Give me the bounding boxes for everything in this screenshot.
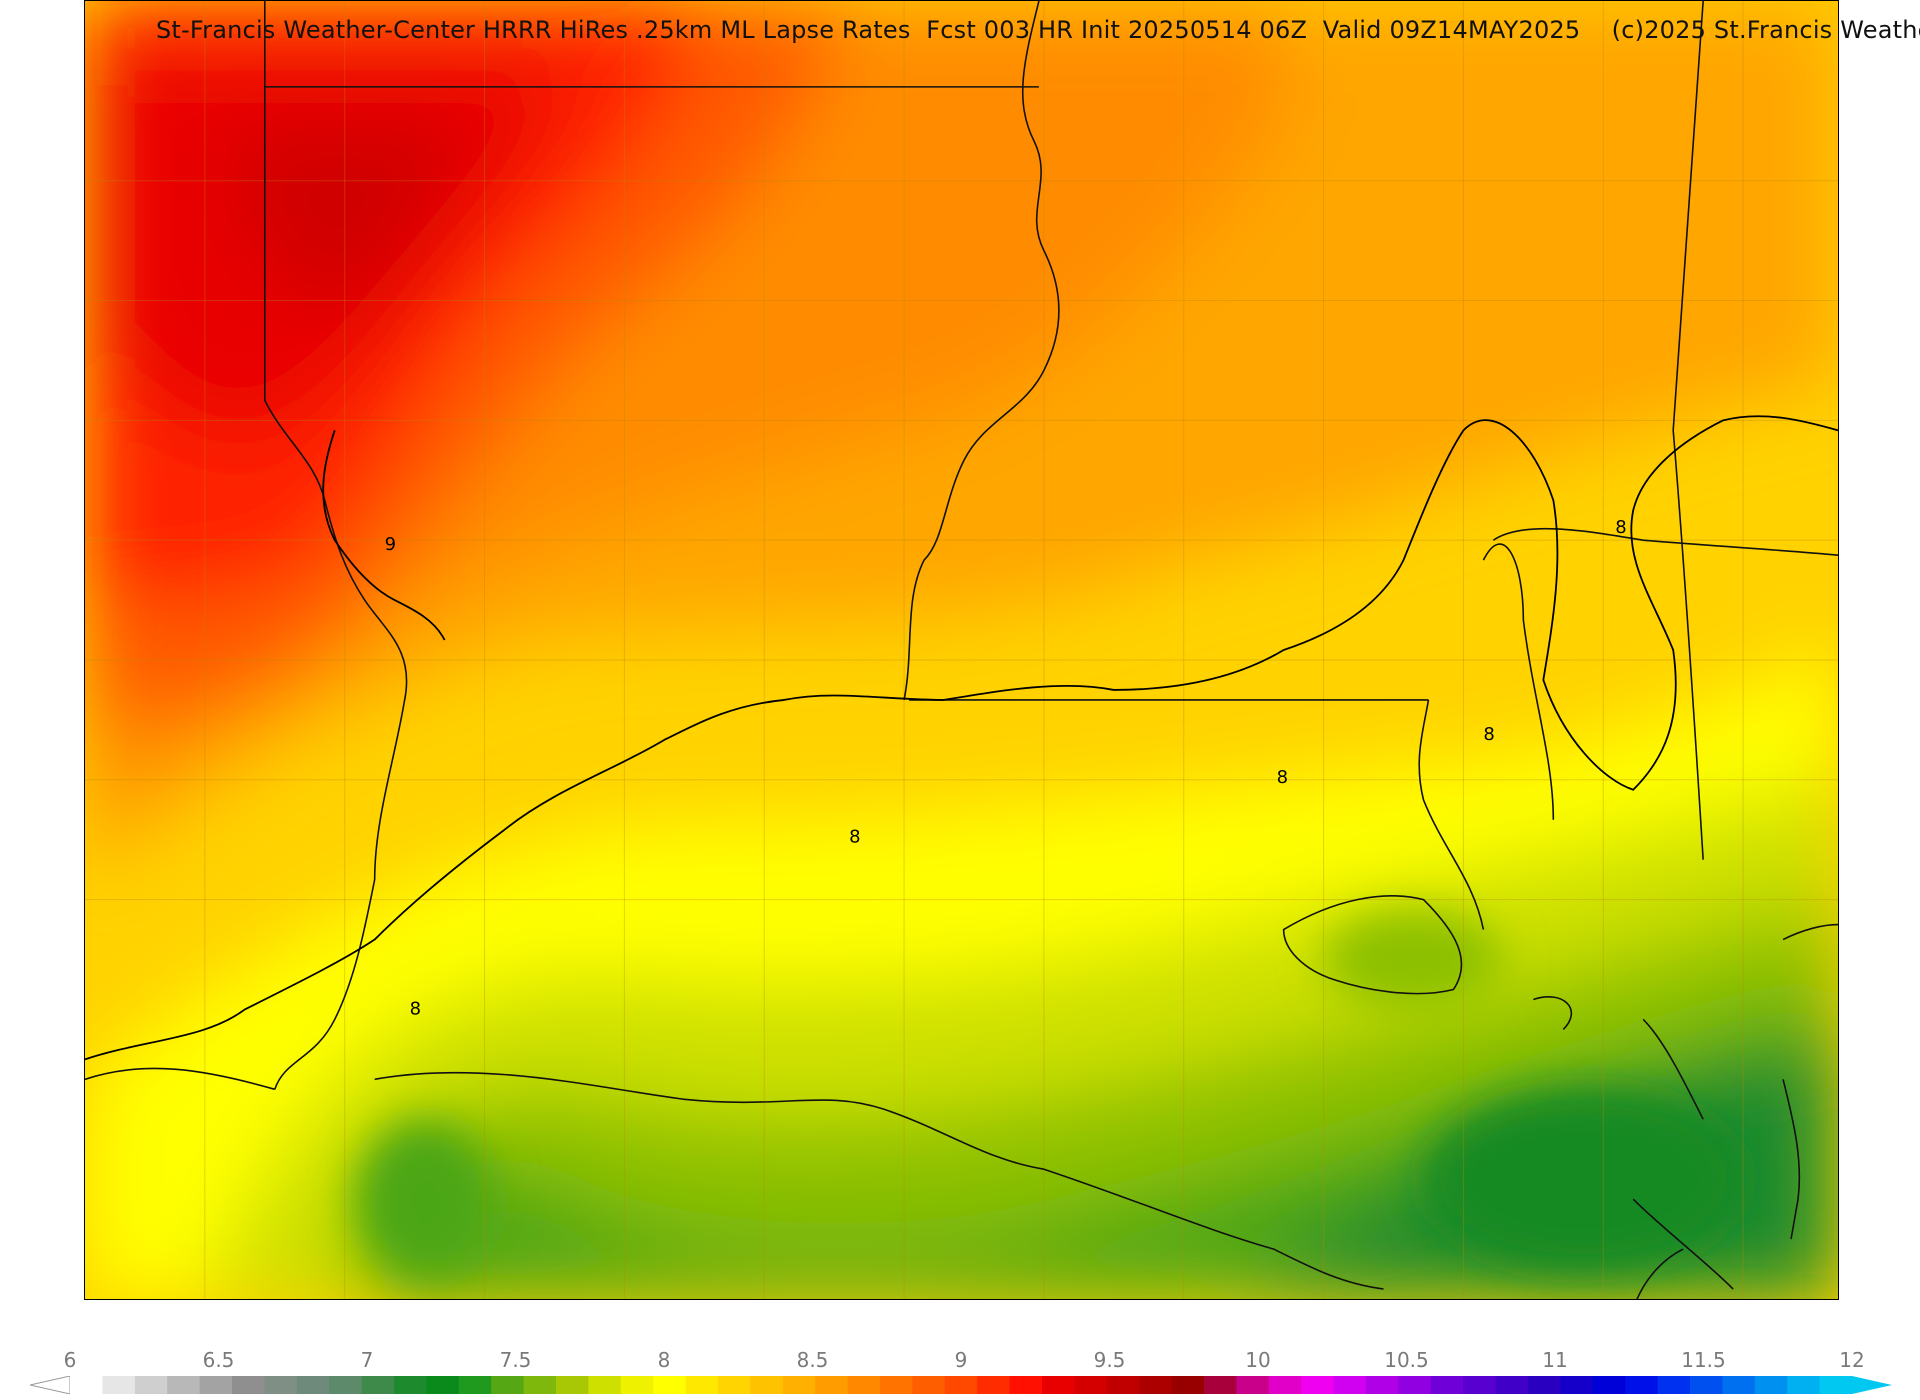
- colorbar-swatch: [944, 1376, 978, 1394]
- colorbar-swatch: [1204, 1376, 1237, 1394]
- colorbar-swatch: [491, 1376, 525, 1394]
- colorbar-swatch: [296, 1376, 330, 1394]
- colorbar-swatch: [1042, 1376, 1075, 1394]
- colorbar-swatch: [1819, 1376, 1853, 1394]
- colorbar-swatch: [1301, 1376, 1335, 1394]
- contour-label-9: 9: [385, 534, 396, 555]
- colorbar-swatch: [1690, 1376, 1723, 1394]
- colorbar-tick-label: 10: [1245, 1348, 1271, 1372]
- colorbar-swatch: [264, 1376, 298, 1394]
- colorbar-swatch: [1009, 1376, 1043, 1394]
- colorbar-swatch: [1236, 1376, 1270, 1394]
- contour-label-8-southeast: 8: [1483, 724, 1494, 745]
- colorbar-tick-label: 12: [1839, 1348, 1865, 1372]
- colorbar-swatch: [880, 1376, 913, 1394]
- colorbar-swatch: [782, 1376, 816, 1394]
- county-lines: [85, 1, 1838, 1299]
- contour-label-8-east: 8: [1277, 767, 1288, 788]
- weather-map: 9 8 8 8 8 8 8 7: [84, 0, 1839, 1300]
- colorbar-swatch: [1625, 1376, 1659, 1394]
- state-borders: [85, 1, 1838, 1299]
- colorbar-swatch: [1463, 1376, 1497, 1394]
- colorbar-swatch: [1333, 1376, 1367, 1394]
- colorbar-tick-label: 8.5: [796, 1348, 829, 1372]
- lapse-rate-field: 9 8 8 8 8 8 8 7: [85, 1, 1838, 1299]
- colorbar-max-arrow: [1852, 1376, 1892, 1394]
- colorbar-swatch: [750, 1376, 784, 1394]
- colorbar-swatch: [426, 1376, 460, 1394]
- colorbar-swatch: [1430, 1376, 1464, 1394]
- colorbar-swatch: [70, 1376, 103, 1394]
- colorbar-tick-label: 7: [360, 1348, 374, 1372]
- colorbar-swatch: [394, 1376, 427, 1394]
- colorbar-swatch: [523, 1376, 557, 1394]
- colorbar-swatch: [653, 1376, 687, 1394]
- contour-label-8-northeast: 8: [1615, 517, 1626, 538]
- colorbar-tick-label: 9.5: [1093, 1348, 1126, 1372]
- colorbar-tick-label: 10.5: [1384, 1348, 1429, 1372]
- colorbar-swatch: [685, 1376, 719, 1394]
- colorbar-tick-label: 6: [63, 1348, 77, 1372]
- colorbar-swatch: [134, 1376, 168, 1394]
- contour-lines: [85, 415, 1838, 1061]
- colorbar-swatch: [1171, 1376, 1205, 1394]
- colorbar-tick-label: 11.5: [1681, 1348, 1726, 1372]
- colorbar-swatch: [1560, 1376, 1594, 1394]
- colorbar-swatch: [1592, 1376, 1626, 1394]
- colorbar-swatch: [232, 1376, 265, 1394]
- map-title: St-Francis Weather-Center HRRR HiRes .25…: [156, 16, 1920, 44]
- contour-label-8-central: 8: [849, 827, 860, 848]
- contour-label-group: 9 8 8 8 8 8 8 7: [385, 517, 1627, 1019]
- colorbar-swatch: [620, 1376, 654, 1394]
- colorbar-swatch: [1754, 1376, 1788, 1394]
- contour-label-8-west: 8: [410, 998, 421, 1019]
- colorbar-min-arrow: [30, 1376, 71, 1394]
- colorbar-swatch: [1366, 1376, 1399, 1394]
- colorbar-swatch: [718, 1376, 751, 1394]
- colorbar-swatch: [1398, 1376, 1432, 1394]
- colorbar-tick-label: 6.5: [202, 1348, 235, 1372]
- colorbar-swatch: [1139, 1376, 1173, 1394]
- colorbar-swatch: [1722, 1376, 1756, 1394]
- colorbar-tick-label: 8: [657, 1348, 671, 1372]
- colorbar-tick-label: 7.5: [499, 1348, 532, 1372]
- colorbar-swatch: [1074, 1376, 1108, 1394]
- green-lobes: [354, 909, 1744, 1280]
- colorbar-swatch: [588, 1376, 622, 1394]
- shaded-bands: [85, 1, 1838, 1299]
- colorbar-swatch: [977, 1376, 1011, 1394]
- colorbar-swatch: [1657, 1376, 1691, 1394]
- colorbar-swatch: [1268, 1376, 1302, 1394]
- colorbar: [30, 1376, 1892, 1394]
- colorbar-swatch: [1528, 1376, 1561, 1394]
- colorbar-swatch: [102, 1376, 136, 1394]
- colorbar-swatch: [329, 1376, 363, 1394]
- colorbar-swatch: [847, 1376, 881, 1394]
- colorbar-swatch: [1106, 1376, 1140, 1394]
- colorbar-tick-label: 9: [954, 1348, 968, 1372]
- colorbar-swatch: [167, 1376, 201, 1394]
- colorbar-swatch: [1787, 1376, 1821, 1394]
- colorbar-swatch: [556, 1376, 589, 1394]
- colorbar-swatch: [815, 1376, 849, 1394]
- colorbar-swatch: [361, 1376, 395, 1394]
- colorbar-swatch: [199, 1376, 233, 1394]
- colorbar-tick-label: 11: [1542, 1348, 1568, 1372]
- colorbar-swatch: [912, 1376, 946, 1394]
- colorbar-swatch: [458, 1376, 492, 1394]
- colorbar-swatch: [1495, 1376, 1529, 1394]
